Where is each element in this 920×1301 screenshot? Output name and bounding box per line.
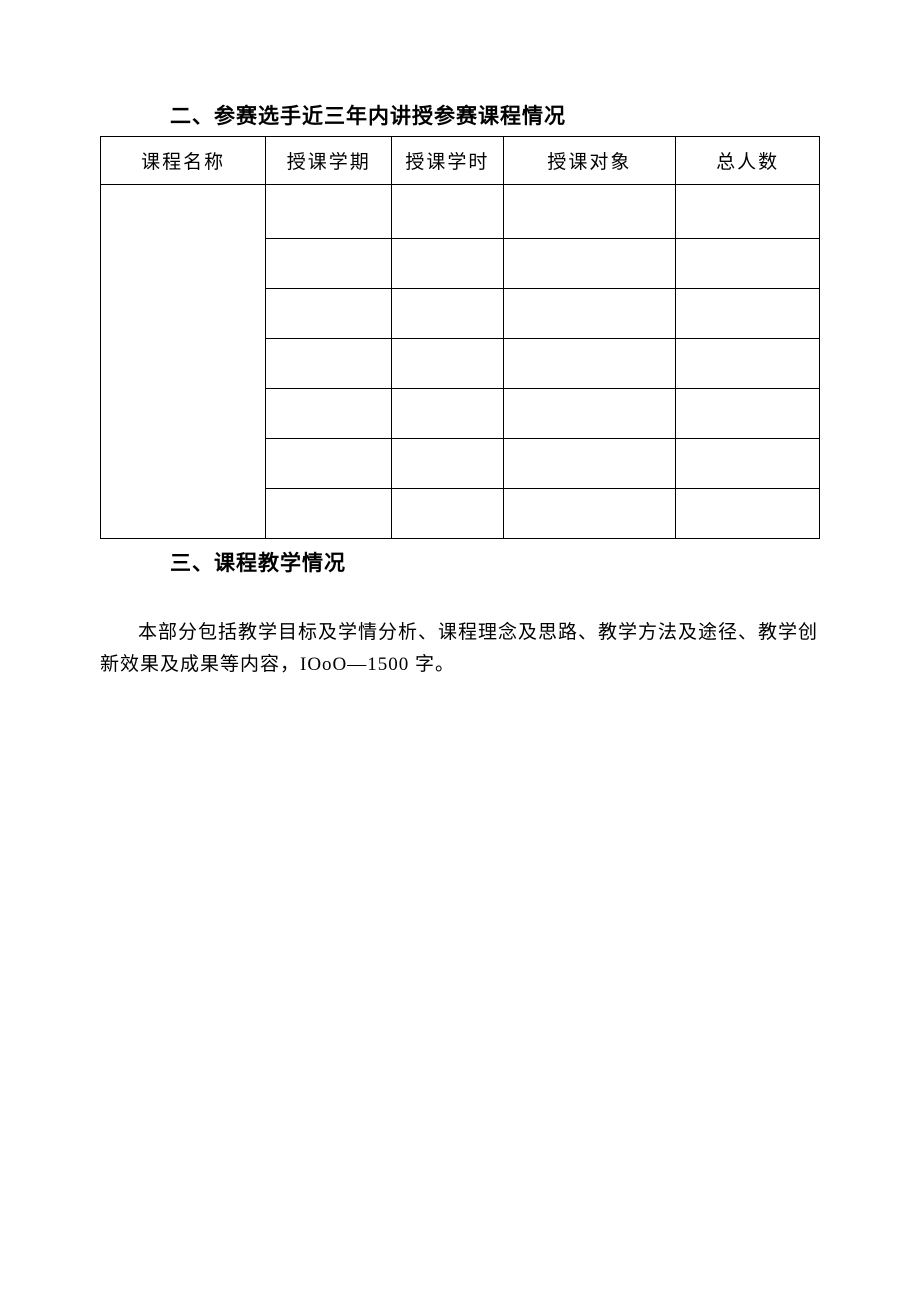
cell-hours	[392, 489, 503, 539]
table-header-row: 课程名称 授课学期 授课学时 授课对象 总人数	[101, 137, 820, 185]
course-table: 课程名称 授课学期 授课学时 授课对象 总人数	[100, 136, 820, 539]
cell-semester	[266, 239, 392, 289]
cell-total	[676, 239, 820, 289]
cell-audience	[503, 339, 676, 389]
cell-semester	[266, 489, 392, 539]
col-header-total: 总人数	[676, 137, 820, 185]
cell-hours	[392, 339, 503, 389]
col-header-audience: 授课对象	[503, 137, 676, 185]
cell-hours	[392, 289, 503, 339]
cell-hours	[392, 239, 503, 289]
cell-hours	[392, 389, 503, 439]
cell-semester	[266, 289, 392, 339]
col-header-semester: 授课学期	[266, 137, 392, 185]
table-row	[101, 185, 820, 239]
cell-semester	[266, 439, 392, 489]
cell-audience	[503, 489, 676, 539]
section-2-title: 二、参赛选手近三年内讲授参赛课程情况	[170, 100, 820, 130]
cell-audience	[503, 439, 676, 489]
cell-course-name	[101, 185, 266, 539]
cell-total	[676, 439, 820, 489]
cell-audience	[503, 289, 676, 339]
col-header-course-name: 课程名称	[101, 137, 266, 185]
col-header-hours: 授课学时	[392, 137, 503, 185]
cell-hours	[392, 185, 503, 239]
cell-semester	[266, 185, 392, 239]
cell-audience	[503, 239, 676, 289]
cell-audience	[503, 389, 676, 439]
section-3-paragraph: 本部分包括教学目标及学情分析、课程理念及思路、教学方法及途径、教学创新效果及成果…	[100, 617, 820, 682]
cell-semester	[266, 339, 392, 389]
cell-total	[676, 489, 820, 539]
cell-audience	[503, 185, 676, 239]
cell-hours	[392, 439, 503, 489]
cell-total	[676, 289, 820, 339]
section-3-title: 三、课程教学情况	[170, 547, 820, 577]
cell-total	[676, 185, 820, 239]
cell-total	[676, 339, 820, 389]
cell-semester	[266, 389, 392, 439]
cell-total	[676, 389, 820, 439]
